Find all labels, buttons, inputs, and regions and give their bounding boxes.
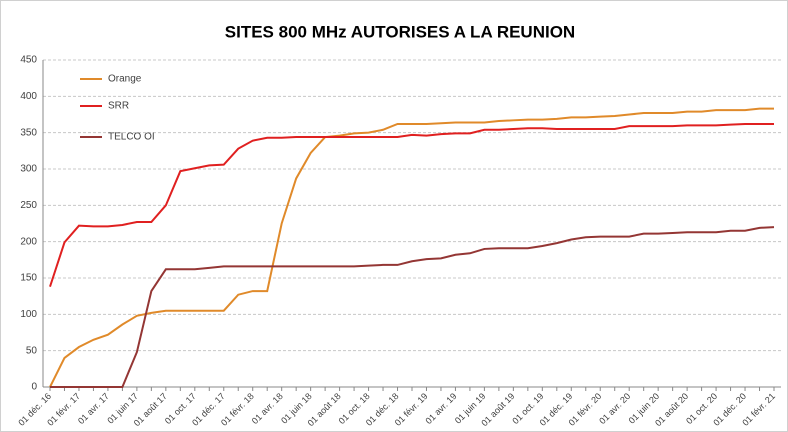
y-tick-label: 0 [31, 382, 37, 393]
y-tick-label: 150 [20, 273, 37, 284]
y-tick-label: 250 [20, 200, 37, 211]
chart-title: SITES 800 MHz AUTORISES A LA REUNION [225, 22, 575, 41]
y-tick-label: 450 [20, 55, 37, 66]
y-tick-label: 200 [20, 236, 37, 247]
legend-label: SRR [108, 101, 129, 112]
y-tick-label: 400 [20, 91, 37, 102]
series-line [49, 107, 774, 388]
legend-label: Orange [108, 74, 142, 85]
y-tick-label: 100 [20, 309, 37, 320]
series-line [50, 226, 775, 388]
y-tick-label: 50 [26, 345, 38, 356]
series-line [49, 122, 774, 288]
y-tick-label: 300 [20, 164, 37, 175]
legend-label: TELCO OI [108, 132, 155, 143]
y-tick-label: 350 [20, 127, 37, 138]
